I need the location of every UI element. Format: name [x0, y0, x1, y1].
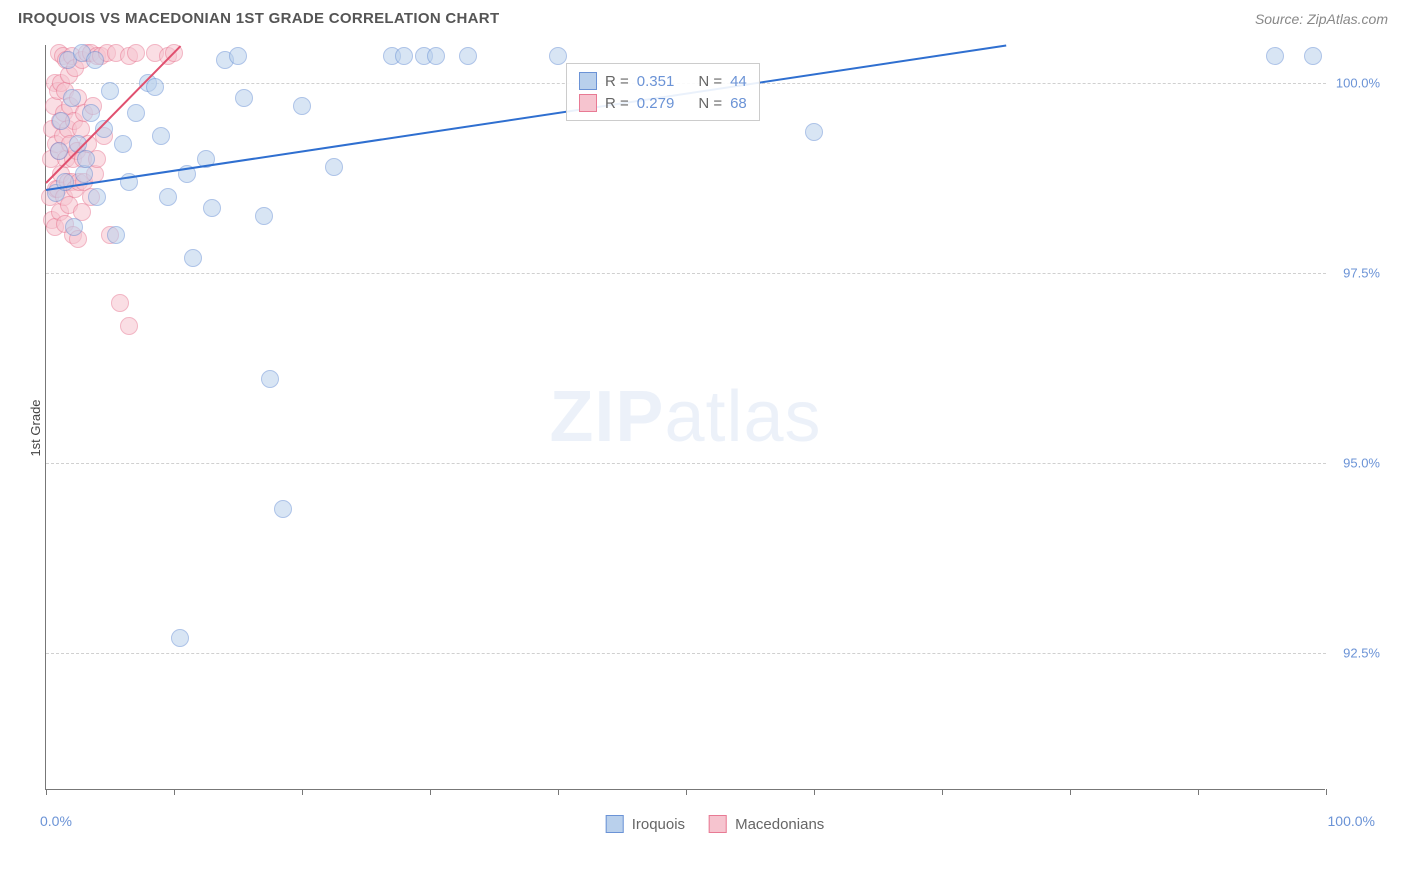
- x-tick: [686, 789, 687, 795]
- n-label: N =: [698, 95, 722, 112]
- r-value: 0.351: [637, 73, 675, 90]
- data-point: [255, 207, 273, 225]
- data-point: [274, 500, 292, 518]
- y-tick-label: 97.5%: [1330, 266, 1380, 281]
- legend-swatch: [606, 815, 624, 833]
- x-tick: [814, 789, 815, 795]
- gridline: [46, 653, 1326, 654]
- legend-swatch: [579, 94, 597, 112]
- chart-container: 1st Grade ZIPatlas 100.0%97.5%95.0%92.5%…: [45, 45, 1385, 810]
- data-point: [111, 294, 129, 312]
- x-tick: [46, 789, 47, 795]
- legend-swatch: [709, 815, 727, 833]
- x-axis-min-label: 0.0%: [40, 813, 72, 829]
- data-point: [77, 150, 95, 168]
- data-point: [127, 44, 145, 62]
- n-value: 68: [730, 95, 747, 112]
- data-point: [50, 142, 68, 160]
- y-tick-label: 100.0%: [1330, 76, 1380, 91]
- data-point: [88, 188, 106, 206]
- x-tick: [174, 789, 175, 795]
- x-tick: [1198, 789, 1199, 795]
- data-point: [82, 104, 100, 122]
- data-point: [101, 82, 119, 100]
- legend-label: Macedonians: [735, 816, 824, 833]
- x-tick: [302, 789, 303, 795]
- chart-title: IROQUOIS VS MACEDONIAN 1ST GRADE CORRELA…: [18, 10, 499, 27]
- data-point: [261, 370, 279, 388]
- data-point: [1266, 47, 1284, 65]
- data-point: [459, 47, 477, 65]
- r-label: R =: [605, 95, 629, 112]
- legend-label: Iroquois: [632, 816, 685, 833]
- data-point: [63, 89, 81, 107]
- data-point: [805, 123, 823, 141]
- gridline: [46, 463, 1326, 464]
- data-point: [203, 199, 221, 217]
- n-value: 44: [730, 73, 747, 90]
- stats-legend-row: R = 0.279 N = 68: [579, 92, 747, 114]
- x-tick: [1326, 789, 1327, 795]
- gridline: [46, 273, 1326, 274]
- data-point: [171, 629, 189, 647]
- data-point: [395, 47, 413, 65]
- data-point: [159, 188, 177, 206]
- x-tick: [1070, 789, 1071, 795]
- legend-swatch: [579, 72, 597, 90]
- data-point: [427, 47, 445, 65]
- data-point: [325, 158, 343, 176]
- data-point: [184, 249, 202, 267]
- x-axis-max-label: 100.0%: [1328, 813, 1375, 829]
- data-point: [52, 112, 70, 130]
- watermark: ZIPatlas: [549, 376, 821, 458]
- stats-legend-row: R = 0.351 N = 44: [579, 70, 747, 92]
- data-point: [114, 135, 132, 153]
- data-point: [235, 89, 253, 107]
- data-point: [152, 127, 170, 145]
- source-label: Source: ZipAtlas.com: [1255, 11, 1388, 27]
- y-tick-label: 95.0%: [1330, 456, 1380, 471]
- series-legend: Iroquois Macedonians: [606, 813, 825, 835]
- plot-area: ZIPatlas 100.0%97.5%95.0%92.5%R =0.351N …: [45, 45, 1325, 790]
- stats-legend: R = 0.351 N = 44 R = 0.279 N = 68: [566, 63, 760, 121]
- data-point: [229, 47, 247, 65]
- data-point: [293, 97, 311, 115]
- r-label: R =: [605, 73, 629, 90]
- x-tick: [942, 789, 943, 795]
- y-axis-title: 1st Grade: [28, 399, 43, 456]
- data-point: [127, 104, 145, 122]
- data-point: [120, 317, 138, 335]
- n-label: N =: [698, 73, 722, 90]
- chart-header: IROQUOIS VS MACEDONIAN 1ST GRADE CORRELA…: [0, 0, 1406, 33]
- data-point: [86, 51, 104, 69]
- data-point: [146, 78, 164, 96]
- legend-item: Iroquois: [606, 813, 685, 835]
- x-tick: [430, 789, 431, 795]
- y-tick-label: 92.5%: [1330, 646, 1380, 661]
- data-point: [65, 218, 83, 236]
- data-point: [107, 226, 125, 244]
- data-point: [1304, 47, 1322, 65]
- r-value: 0.279: [637, 95, 675, 112]
- x-tick: [558, 789, 559, 795]
- data-point: [549, 47, 567, 65]
- legend-item: Macedonians: [709, 813, 824, 835]
